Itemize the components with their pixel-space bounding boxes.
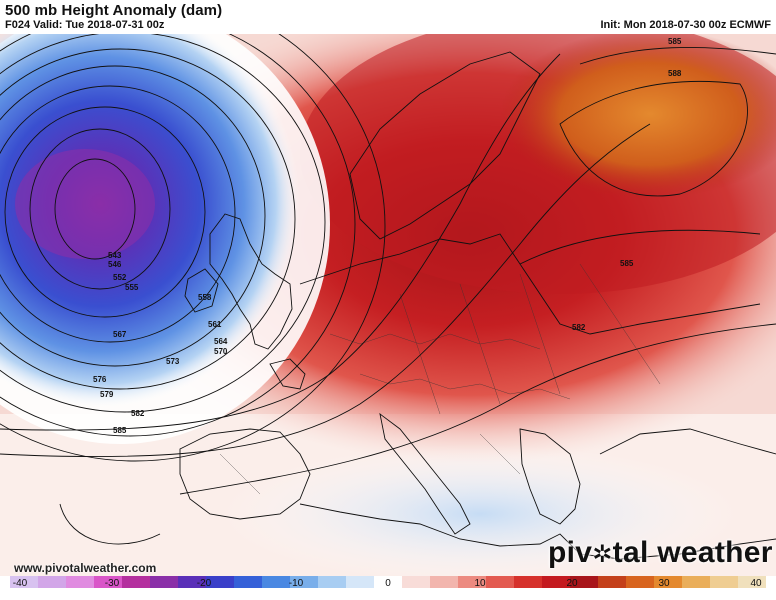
colorbar-segment	[542, 576, 570, 588]
colorbar-segment	[262, 576, 290, 588]
colorbar-segment	[430, 576, 458, 588]
brand-left: piv	[548, 536, 593, 569]
colorbar-segment	[654, 576, 682, 588]
colorbar-tick-label: 0	[385, 578, 391, 589]
colorbar-segment	[66, 576, 94, 588]
colorbar-tick-label: -30	[104, 578, 120, 589]
colorbar-segment	[710, 576, 738, 588]
contour-label: 546	[108, 260, 122, 269]
colorbar-tick-label: 10	[474, 578, 486, 589]
contour-label: 573	[166, 357, 180, 366]
colorbar-segment	[514, 576, 542, 588]
contour-label: 552	[113, 273, 127, 282]
coastlines	[179, 51, 776, 560]
colorbar-segment	[94, 576, 122, 588]
colorbar-segment	[458, 576, 486, 588]
header: 500 mb Height Anomaly (dam) F024 Valid: …	[0, 0, 776, 36]
contour-label: 543	[108, 251, 122, 260]
contour-label: 561	[208, 320, 222, 329]
colorbar-segment	[682, 576, 710, 588]
strong-anomaly-area	[500, 34, 776, 199]
colorbar-tick-label: -40	[12, 578, 28, 589]
contour-label: 585	[668, 37, 682, 46]
contour-label: 582	[131, 409, 145, 418]
colorbar-segment	[10, 576, 38, 588]
colorbar-segment	[402, 576, 430, 588]
brand-logo: piv✲tal weather	[548, 536, 773, 570]
contour-label: 582	[572, 323, 586, 332]
gear-icon: ✲	[592, 541, 613, 568]
colorbar-segment	[38, 576, 66, 588]
valid-time: F024 Valid: Tue 2018-07-31 00z	[5, 19, 165, 31]
borders	[219, 263, 661, 495]
init-time: Init: Mon 2018-07-30 00z ECMWF	[600, 19, 771, 31]
brand-right: tal weather	[612, 536, 773, 569]
colorbar-segment	[234, 576, 262, 588]
contour-label: 567	[113, 330, 127, 339]
colorbar-segment	[626, 576, 654, 588]
colorbar-ticks: -40 -30 -20 -10 0 10 20 30 40	[0, 578, 776, 600]
map-title: 500 mb Height Anomaly (dam)	[5, 2, 223, 19]
colorbar-segment	[150, 576, 178, 588]
colorbar-tick-label: -20	[196, 578, 212, 589]
contour-label: 585	[113, 426, 127, 435]
colorbar-segment	[346, 576, 374, 588]
colorbar-segment	[486, 576, 514, 588]
colorbar-segment	[122, 576, 150, 588]
colorbar-segment	[598, 576, 626, 588]
colorbar-tick-label: -10	[288, 578, 304, 589]
contour-label: 585	[620, 259, 634, 268]
contour-label-group: 543 546 552 555 558 561 564 567 570 573 …	[93, 37, 682, 435]
contour-label: 570	[214, 347, 228, 356]
contour-label: 555	[125, 283, 139, 292]
contour-label: 558	[198, 293, 212, 302]
contour-label: 579	[100, 390, 114, 399]
colorbar-segment	[738, 576, 766, 588]
colorbar-segment	[318, 576, 346, 588]
watermark-url: www.pivotalweather.com	[14, 561, 157, 575]
colorbar-segment	[206, 576, 234, 588]
weak-negative-area	[220, 444, 740, 576]
colorbar-segment	[374, 576, 402, 588]
contour-label: 564	[214, 337, 228, 346]
colorbar-segment	[290, 576, 318, 588]
height-contours	[0, 34, 776, 545]
colorbar-tick-label: 40	[750, 578, 762, 589]
contour-label: 588	[668, 69, 682, 78]
anomaly-map: 543 546 552 555 558 561 564 567 570 573 …	[0, 34, 776, 576]
colorbar-tick-label: 20	[566, 578, 578, 589]
colorbar	[10, 576, 766, 588]
negative-core	[15, 149, 155, 259]
colorbar-segment	[178, 576, 206, 588]
colorbar-tick-label: 30	[658, 578, 670, 589]
colorbar-segment	[570, 576, 598, 588]
contour-label: 576	[93, 375, 107, 384]
